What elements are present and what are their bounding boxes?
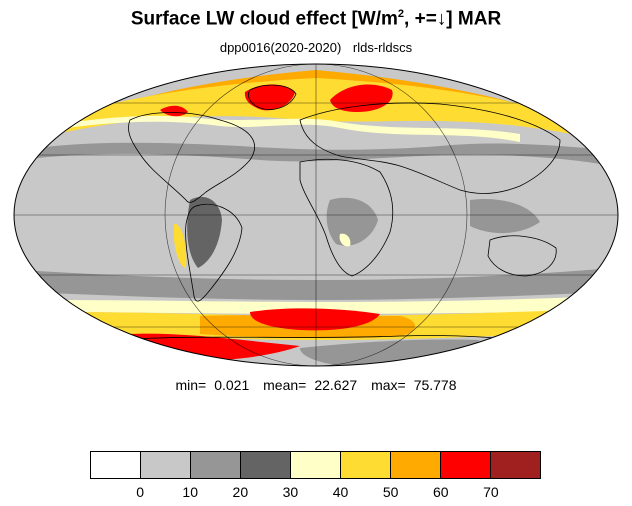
south-band-pale	[40, 296, 600, 314]
plot-title: Surface LW cloud effect [W/m2, +=↓] MAR	[130, 8, 502, 30]
antarctic-gray	[300, 339, 480, 366]
arctic-red-alaska	[160, 105, 188, 117]
coast-europe-asia	[299, 102, 561, 194]
stat-min-label: min=	[175, 377, 207, 393]
colorbar	[90, 451, 541, 479]
map-field	[14, 64, 618, 366]
subtitle-run: dpp0016(2020-2020)	[219, 40, 342, 55]
colorbar-box-2	[191, 452, 241, 478]
stat-mean-label: mean=	[263, 377, 307, 393]
andes-yellow	[173, 223, 187, 268]
coast-north-america	[128, 112, 255, 203]
meridian-90	[164, 64, 468, 366]
colorbar-box-4	[291, 452, 341, 478]
colorbar-label: 0	[136, 484, 145, 500]
colorbar-label: 20	[232, 484, 249, 500]
arctic-band-pale	[40, 115, 520, 142]
stat-max-label: max=	[371, 377, 406, 393]
coast-australia	[487, 235, 557, 277]
arctic-red-greenland	[244, 84, 295, 111]
arctic-band-yellow	[30, 78, 600, 140]
graticule	[14, 64, 618, 366]
stat-min-value: 0.021	[214, 377, 250, 393]
colorbar-label: 40	[332, 484, 349, 500]
colorbar-label: 30	[282, 484, 299, 500]
colorbar-label: 10	[182, 484, 199, 500]
colorbar-label: 60	[432, 484, 449, 500]
arctic-red-siberia	[330, 84, 393, 112]
tropical-patch-maritime	[470, 198, 540, 234]
colorbar-box-0	[91, 452, 141, 478]
statistics-line: min= 0.021 mean= 22.627 max= 75.778	[0, 377, 632, 393]
plot-subtitle: dpp0016(2020-2020) rlds-rldscs	[0, 40, 632, 55]
coast-greenland	[248, 84, 297, 110]
colorbar-label: 50	[382, 484, 399, 500]
subtitle-variable: rlds-rldscs	[352, 40, 413, 55]
colorbar-label: 70	[483, 484, 499, 500]
colorbar-labels: 0 10 20 30 40 50 60 70	[0, 484, 632, 504]
colorbar-box-3	[241, 452, 291, 478]
tropical-patch-africa	[326, 197, 378, 246]
coast-africa	[299, 158, 394, 277]
coast-south-america	[185, 203, 243, 302]
stat-max-value: 75.778	[413, 377, 457, 393]
colorbar-box-5	[341, 452, 391, 478]
globe-outline	[13, 63, 619, 367]
south-band-red	[250, 308, 380, 331]
colorbar-box-7	[441, 452, 491, 478]
africa-pale	[339, 233, 351, 247]
colorbar-box-8	[491, 452, 540, 478]
colorbar-box-6	[391, 452, 441, 478]
stat-mean-value: 22.627	[314, 377, 358, 393]
colorbar-box-1	[141, 452, 191, 478]
